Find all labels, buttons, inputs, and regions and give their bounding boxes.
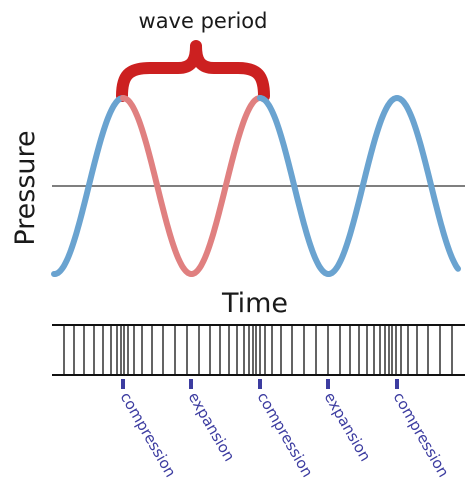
phase-label-1: compression — [117, 389, 180, 480]
pressure-wave-right — [257, 94, 461, 277]
particle-density-strip — [52, 324, 465, 376]
wave-period-label: wave period — [139, 9, 268, 33]
period-brace — [116, 40, 270, 102]
phase-label-5: compression — [390, 389, 453, 480]
phase-marker-4 — [326, 379, 330, 389]
pressure-axis-label: Pressure — [10, 130, 41, 245]
phase-marker-3 — [258, 379, 262, 389]
phase-label-3: compression — [254, 389, 317, 480]
pressure-wave-highlighted-period — [120, 95, 263, 277]
phase-marker-1 — [121, 379, 125, 389]
phase-marker-2 — [189, 379, 193, 389]
phase-marker-5 — [395, 379, 399, 389]
pressure-wave-left — [51, 95, 126, 277]
phase-label-4: expansion — [321, 389, 375, 464]
phase-label-2: expansion — [185, 389, 239, 464]
time-axis-label: Time — [221, 288, 288, 319]
